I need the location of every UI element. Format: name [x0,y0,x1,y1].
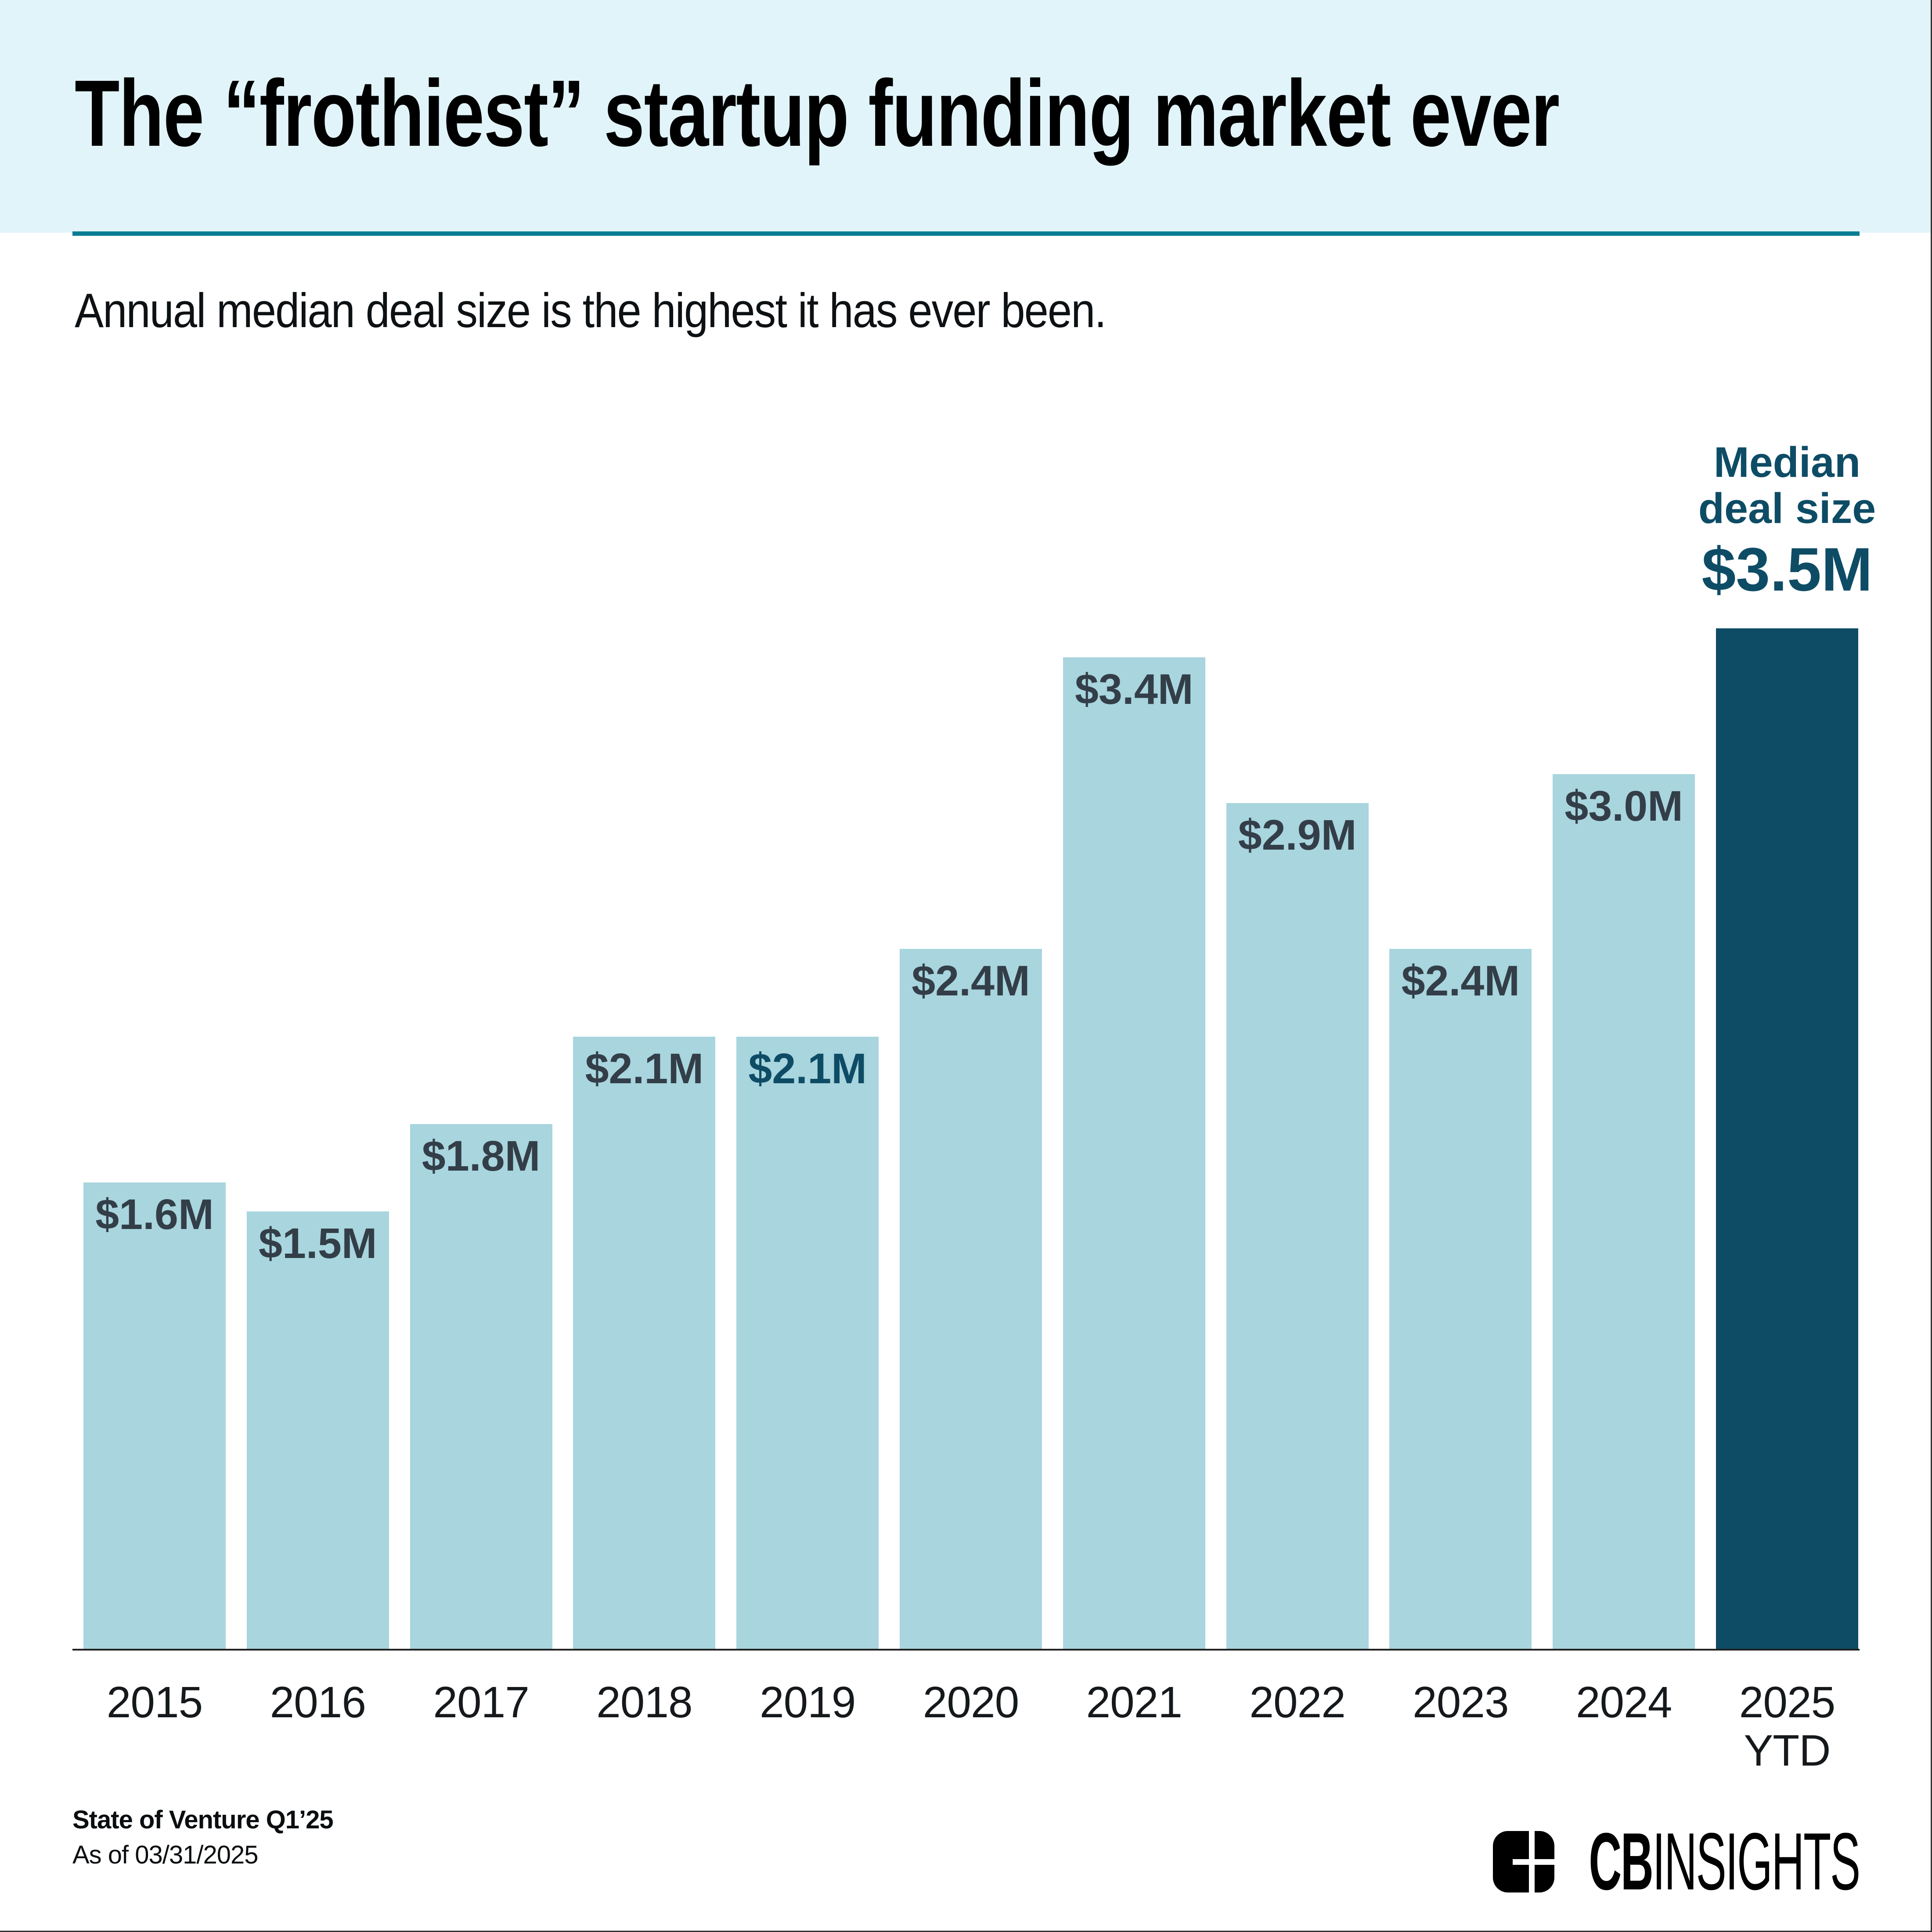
year-label: 2021 [1086,1678,1182,1727]
source-line2: As of 03/31/2025 [72,1841,259,1869]
bar: $2.9M [1226,803,1369,1649]
bar: $3.4M [1063,657,1205,1649]
bar-value-label: $1.8M [422,1132,541,1180]
year-cell: 2017 [410,1678,552,1727]
year-cell: 2019 [736,1678,879,1727]
bar: $2.4M [1389,949,1532,1649]
bar: $1.5M [246,1211,389,1649]
bar-value-label: $3.4M [1074,665,1193,713]
cbinsights-logo: CBINSIGHTS [1493,1821,1860,1903]
median-annotation-line2: deal size [1698,484,1876,532]
bar: $2.1M [573,1037,716,1649]
year-label: 2016 [270,1678,366,1727]
year-cell: 2016 [247,1678,389,1727]
year-cell: 2025 YTD [1716,1678,1858,1775]
bar-value-label: $1.6M [95,1190,214,1238]
bar [1716,628,1858,1649]
source-note: State of Venture Q1’25 As of 03/31/2025 [72,1802,334,1873]
year-cell: 2015 [83,1678,226,1727]
cbinsights-logo-icon [1493,1831,1554,1892]
bar-value-label: $1.5M [259,1219,377,1267]
header: The “frothiest” startup funding market e… [0,0,1932,236]
year-label: 2022 [1249,1678,1345,1727]
year-label: 2023 [1413,1678,1509,1727]
bar: $1.6M [83,1182,226,1649]
bar-value-label: $2.1M [748,1045,867,1092]
x-axis-line [72,1649,1860,1651]
header-rule [72,231,1860,236]
median-annotation: Median deal size $3.5M [1644,439,1930,603]
year-label: 2018 [596,1678,692,1727]
bar: $1.8M [410,1124,552,1649]
logo-icon-horizontal-gap [1513,1859,1554,1865]
year-cell: 2020 [900,1678,1042,1727]
wordmark-cb: CB [1589,1817,1653,1907]
year-axis-row: 2015 2016 2017 2018 2019 2020 2021 2022 … [83,1678,1858,1775]
bar-value-label: $2.4M [912,957,1030,1005]
source-line1: State of Venture Q1’25 [72,1806,334,1834]
year-cell: 2021 [1063,1678,1205,1727]
year-label: 2025 [1739,1678,1835,1727]
bar: $2.1M [736,1037,879,1649]
year-label: 2024 [1575,1678,1672,1727]
median-annotation-value: $3.5M [1701,535,1873,604]
bar-value-label: $2.4M [1401,957,1520,1005]
bar-value-label: $2.1M [585,1045,704,1092]
bar: $3.0M [1553,774,1695,1649]
year-label: 2020 [923,1678,1019,1727]
cbinsights-wordmark: CBINSIGHTS [1589,1821,1860,1903]
bars-row: $1.6M $1.5M $1.8M $2.1M $2.1M $2.4M $3.4… [83,606,1858,1649]
wordmark-insights: INSIGHTS [1652,1817,1861,1907]
year-label: 2017 [433,1678,529,1727]
median-annotation-line1: Median [1713,438,1861,486]
bar-value-label: $3.0M [1564,782,1683,830]
bar: $2.4M [899,949,1042,1649]
page-title: The “frothiest” startup funding market e… [75,60,1560,166]
year-cell: 2024 [1553,1678,1695,1727]
year-label-line2: YTD [1744,1726,1831,1775]
bar-value-label: $2.9M [1238,811,1357,859]
year-label: 2019 [759,1678,856,1727]
page-subtitle: Annual median deal size is the highest i… [75,284,1107,338]
year-cell: 2022 [1226,1678,1369,1727]
year-label: 2015 [106,1678,203,1727]
year-cell: 2023 [1389,1678,1532,1727]
year-cell: 2018 [573,1678,715,1727]
